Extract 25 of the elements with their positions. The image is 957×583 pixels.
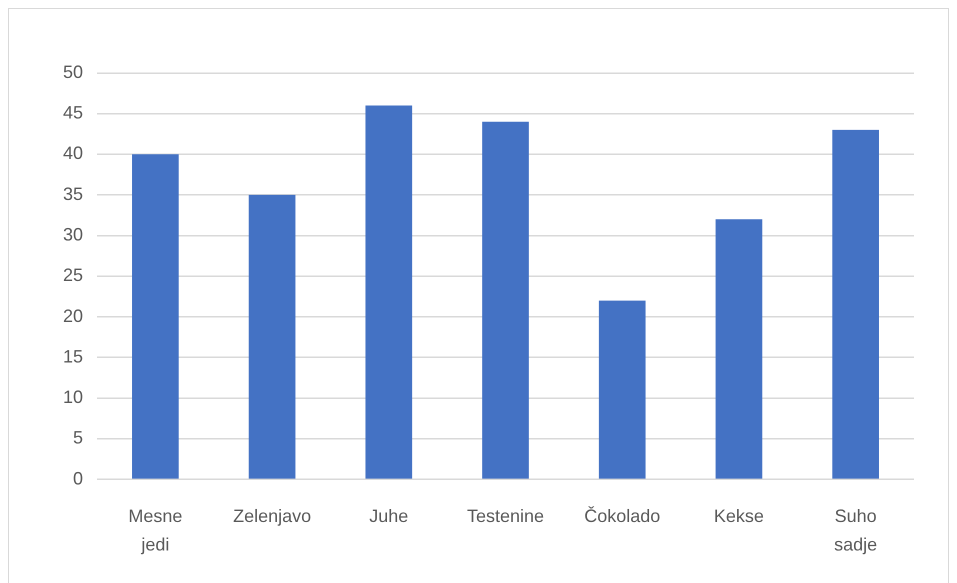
y-tick-label: 35 <box>62 184 84 204</box>
y-tick-label: 40 <box>62 143 84 164</box>
y-tick-label: 5 <box>73 428 84 448</box>
bar <box>365 106 412 479</box>
x-tick-label: Testenine <box>466 506 544 526</box>
y-tick-label: 30 <box>62 224 84 245</box>
x-tick-label: Mesne jedi <box>128 506 182 555</box>
x-tick-label: Juhe <box>369 506 408 526</box>
y-tick-label: 45 <box>62 102 84 123</box>
bar <box>598 300 646 479</box>
y-tick-label: 15 <box>62 346 84 366</box>
bar <box>248 194 296 479</box>
y-tick-label: 50 <box>62 62 84 82</box>
y-tick-label: 20 <box>62 306 84 326</box>
y-tick-label: 0 <box>73 468 84 488</box>
x-tick-label: Čokolado <box>584 506 660 526</box>
x-tick-label: Zelenjavo <box>233 506 312 526</box>
bar <box>482 122 529 479</box>
bar <box>132 154 179 479</box>
bar <box>716 219 762 479</box>
y-tick-label: 10 <box>62 387 84 408</box>
x-tick-label: Suho sadje <box>834 506 878 555</box>
y-tick-label: 25 <box>62 265 84 286</box>
x-tick-label: Kekse <box>714 506 764 526</box>
bar <box>832 130 879 479</box>
